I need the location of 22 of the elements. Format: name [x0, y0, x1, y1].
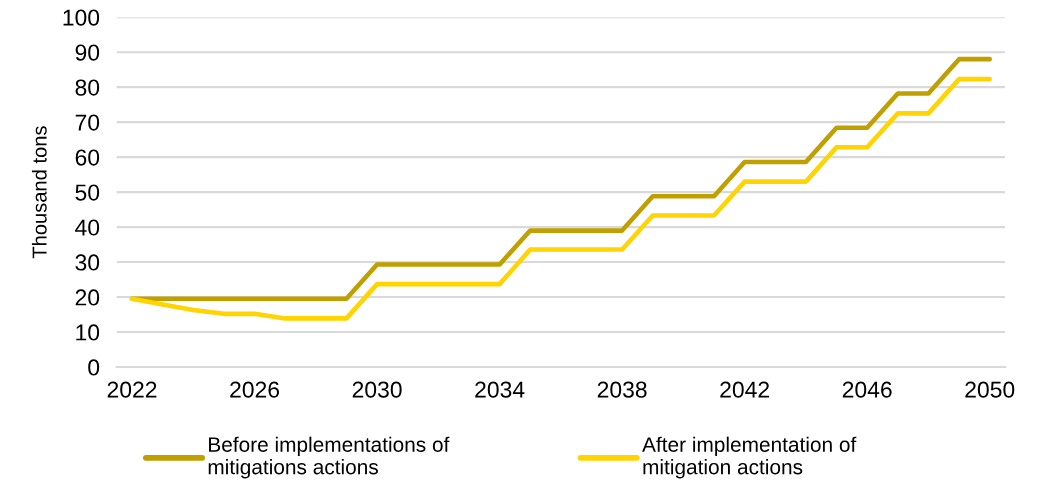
- x-tick-label: 2034: [475, 381, 525, 398]
- y-tick-label: 30: [75, 254, 100, 271]
- x-tick-label: 2022: [107, 381, 157, 398]
- y-tick-label: 80: [75, 79, 100, 96]
- x-tick-label: 2030: [352, 381, 402, 398]
- y-tick-label: 10: [76, 324, 100, 341]
- y-tick-label: 50: [75, 184, 100, 201]
- x-tick-label: 2038: [597, 381, 647, 398]
- legend-label: Before implementations of mitigations actions: [208, 436, 450, 479]
- y-tick-label: 90: [75, 44, 100, 61]
- legend-label: After implementation of mitigation actions: [642, 436, 857, 479]
- y-tick-label: 0: [88, 359, 100, 376]
- y-tick-label: 70: [75, 114, 100, 131]
- y-tick-label: 60: [75, 149, 100, 166]
- x-tick-label: 2046: [842, 381, 892, 398]
- y-tick-label: 100: [63, 9, 100, 26]
- x-tick-label: 2042: [720, 381, 769, 398]
- x-tick-label: 2026: [230, 381, 280, 398]
- y-tick-label: 40: [75, 219, 100, 236]
- x-tick-label: 2050: [965, 381, 1015, 398]
- y-axis-title: Thousand tons: [31, 126, 47, 259]
- y-tick-label: 20: [75, 289, 100, 306]
